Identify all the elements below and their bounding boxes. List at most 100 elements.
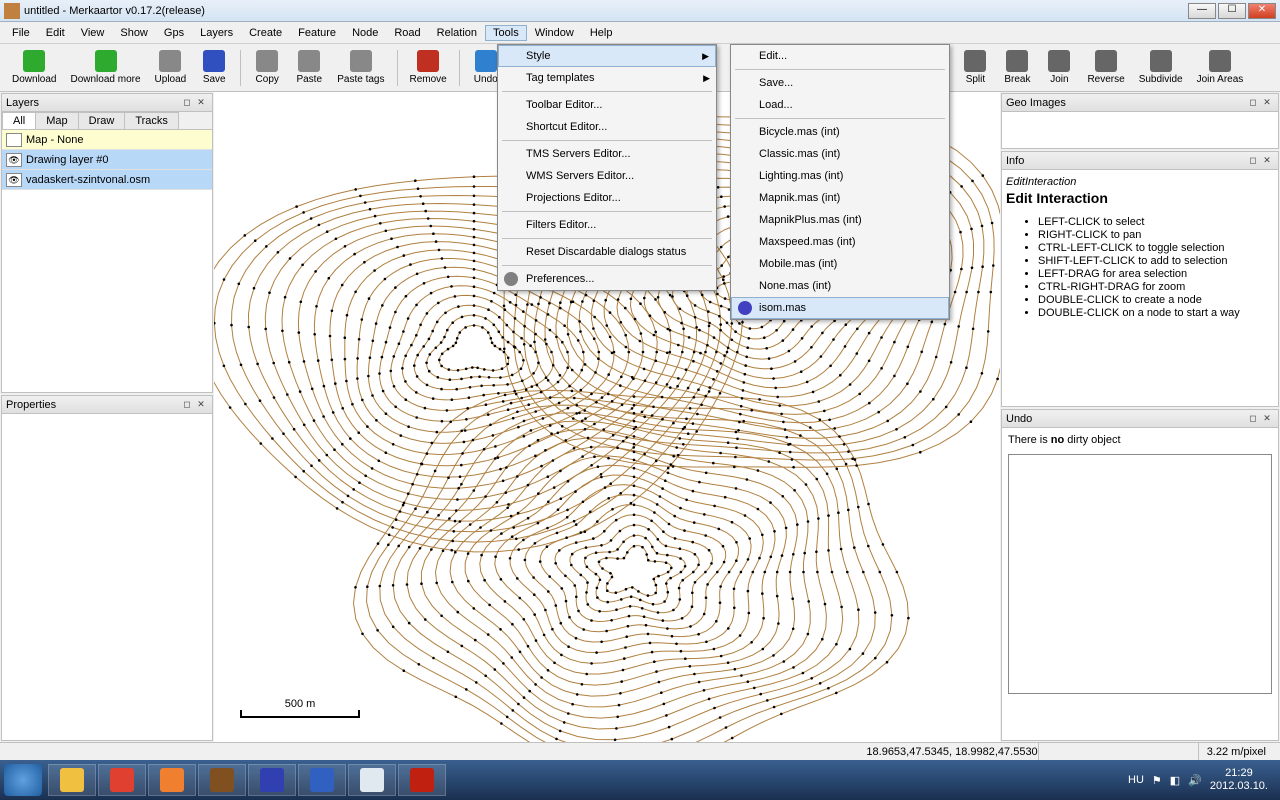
taskbar-app[interactable] — [298, 764, 346, 796]
taskbar-app[interactable] — [248, 764, 296, 796]
menu-view[interactable]: View — [73, 25, 113, 41]
tray-volume-icon[interactable]: 🔊 — [1188, 774, 1202, 787]
toolbar-remove[interactable]: Remove — [404, 48, 453, 87]
layers-tab-tracks[interactable]: Tracks — [124, 112, 179, 129]
panel-close-icon[interactable]: ✕ — [1260, 154, 1274, 168]
menu-road[interactable]: Road — [386, 25, 428, 41]
menu-item[interactable]: None.mas (int) — [731, 275, 949, 297]
taskbar-app[interactable] — [98, 764, 146, 796]
tray-flag-icon[interactable]: ⚑ — [1152, 774, 1162, 787]
menu-item[interactable]: Load... — [731, 94, 949, 116]
toolbar-copy[interactable]: Copy — [247, 48, 287, 87]
layer-label: Drawing layer #0 — [26, 154, 109, 166]
toolbar-join[interactable]: Join — [1039, 48, 1079, 87]
toolbar-reverse[interactable]: Reverse — [1081, 48, 1130, 87]
menu-file[interactable]: File — [4, 25, 38, 41]
maximize-button[interactable]: ☐ — [1218, 3, 1246, 19]
titlebar: untitled - Merkaartor v0.17.2(release) —… — [0, 0, 1280, 22]
layers-tab-all[interactable]: All — [2, 112, 36, 129]
start-button[interactable] — [4, 764, 42, 796]
toolbar-download[interactable]: Download — [6, 48, 62, 87]
menu-feature[interactable]: Feature — [290, 25, 344, 41]
menu-node[interactable]: Node — [344, 25, 386, 41]
layer-label: vadaskert-szintvonal.osm — [26, 174, 150, 186]
eye-icon[interactable]: 👁 — [6, 153, 22, 167]
close-button[interactable]: ✕ — [1248, 3, 1276, 19]
taskbar-app[interactable] — [148, 764, 196, 796]
layer-row[interactable]: Map - None — [2, 130, 212, 150]
tools-menu: Style▶Tag templates▶ Toolbar Editor...Sho… — [497, 44, 717, 291]
toolbar-paste[interactable]: Paste — [289, 48, 329, 87]
menu-item[interactable]: Lighting.mas (int) — [731, 165, 949, 187]
menu-item[interactable]: Mapnik.mas (int) — [731, 187, 949, 209]
tray-clock[interactable]: 21:29 2012.03.10. — [1210, 767, 1268, 793]
style-submenu: Edit... Save...Load... Bicycle.mas (int)Cl… — [730, 44, 950, 320]
info-item: DOUBLE-CLICK to create a node — [1038, 294, 1276, 306]
panel-undock-icon[interactable]: ◻ — [1246, 412, 1260, 426]
panel-close-icon[interactable]: ✕ — [1260, 96, 1274, 110]
menu-help[interactable]: Help — [582, 25, 621, 41]
toolbar-download-more[interactable]: Download more — [64, 48, 146, 87]
menu-item[interactable]: Bicycle.mas (int) — [731, 121, 949, 143]
layers-tab-map[interactable]: Map — [35, 112, 78, 129]
menu-item[interactable]: MapnikPlus.mas (int) — [731, 209, 949, 231]
menu-item[interactable]: Preferences... — [498, 268, 716, 290]
menu-tools[interactable]: Tools — [485, 25, 527, 41]
menu-item[interactable]: Tag templates▶ — [498, 67, 716, 89]
menubar: FileEditViewShowGpsLayersCreateFeatureNo… — [0, 22, 1280, 44]
eye-icon[interactable]: 👁 — [6, 173, 22, 187]
geo-images-title: Geo Images — [1006, 97, 1246, 109]
menu-item[interactable]: Classic.mas (int) — [731, 143, 949, 165]
status-mpp: 3.22 m/pixel — [1198, 743, 1274, 760]
toolbar-save[interactable]: Save — [194, 48, 234, 87]
menu-item[interactable]: isom.mas — [731, 297, 949, 319]
menu-item[interactable]: Maxspeed.mas (int) — [731, 231, 949, 253]
toolbar-split[interactable]: Split — [955, 48, 995, 87]
toolbar-paste-tags[interactable]: Paste tags — [331, 48, 390, 87]
menu-gps[interactable]: Gps — [156, 25, 192, 41]
panel-undock-icon[interactable]: ◻ — [180, 398, 194, 412]
menu-item[interactable]: Style▶ — [498, 45, 716, 67]
taskbar-app[interactable] — [348, 764, 396, 796]
menu-item[interactable]: WMS Servers Editor... — [498, 165, 716, 187]
menu-item[interactable]: Save... — [731, 72, 949, 94]
menu-item[interactable]: TMS Servers Editor... — [498, 143, 716, 165]
taskbar-app[interactable] — [198, 764, 246, 796]
toolbar-upload[interactable]: Upload — [149, 48, 193, 87]
toolbar-break[interactable]: Break — [997, 48, 1037, 87]
panel-undock-icon[interactable]: ◻ — [180, 96, 194, 110]
panel-undock-icon[interactable]: ◻ — [1246, 154, 1260, 168]
menu-item[interactable]: Projections Editor... — [498, 187, 716, 209]
info-item: LEFT-DRAG for area selection — [1038, 268, 1276, 280]
menu-relation[interactable]: Relation — [429, 25, 485, 41]
menu-item[interactable]: Filters Editor... — [498, 214, 716, 236]
menu-item[interactable]: Mobile.mas (int) — [731, 253, 949, 275]
layers-tab-draw[interactable]: Draw — [78, 112, 126, 129]
menu-show[interactable]: Show — [112, 25, 156, 41]
layer-row[interactable]: 👁 Drawing layer #0 — [2, 150, 212, 170]
status-coords: 18.9653,47.5345, 18.9982,47.5530 — [866, 746, 1037, 758]
menu-layers[interactable]: Layers — [192, 25, 241, 41]
panel-undock-icon[interactable]: ◻ — [1246, 96, 1260, 110]
layer-row[interactable]: 👁 vadaskert-szintvonal.osm — [2, 170, 212, 190]
taskbar-app[interactable] — [398, 764, 446, 796]
menu-item[interactable]: Toolbar Editor... — [498, 94, 716, 116]
panel-close-icon[interactable]: ✕ — [194, 398, 208, 412]
menu-item[interactable]: Reset Discardable dialogs status — [498, 241, 716, 263]
panel-close-icon[interactable]: ✕ — [1260, 412, 1274, 426]
eye-icon[interactable] — [6, 133, 22, 147]
menu-edit[interactable]: Edit — [38, 25, 73, 41]
tray-lang[interactable]: HU — [1128, 774, 1144, 786]
menu-window[interactable]: Window — [527, 25, 582, 41]
undo-list[interactable] — [1008, 454, 1272, 694]
tray-network-icon[interactable]: ◧ — [1170, 774, 1180, 787]
panel-close-icon[interactable]: ✕ — [194, 96, 208, 110]
toolbar-subdivide[interactable]: Subdivide — [1133, 48, 1189, 87]
info-panel: Info ◻ ✕ EditInteraction Edit Interactio… — [1001, 151, 1279, 407]
menu-item[interactable]: Shortcut Editor... — [498, 116, 716, 138]
menu-create[interactable]: Create — [241, 25, 290, 41]
toolbar-join-areas[interactable]: Join Areas — [1191, 48, 1250, 87]
taskbar-app[interactable] — [48, 764, 96, 796]
menu-item[interactable]: Edit... — [731, 45, 949, 67]
minimize-button[interactable]: — — [1188, 3, 1216, 19]
